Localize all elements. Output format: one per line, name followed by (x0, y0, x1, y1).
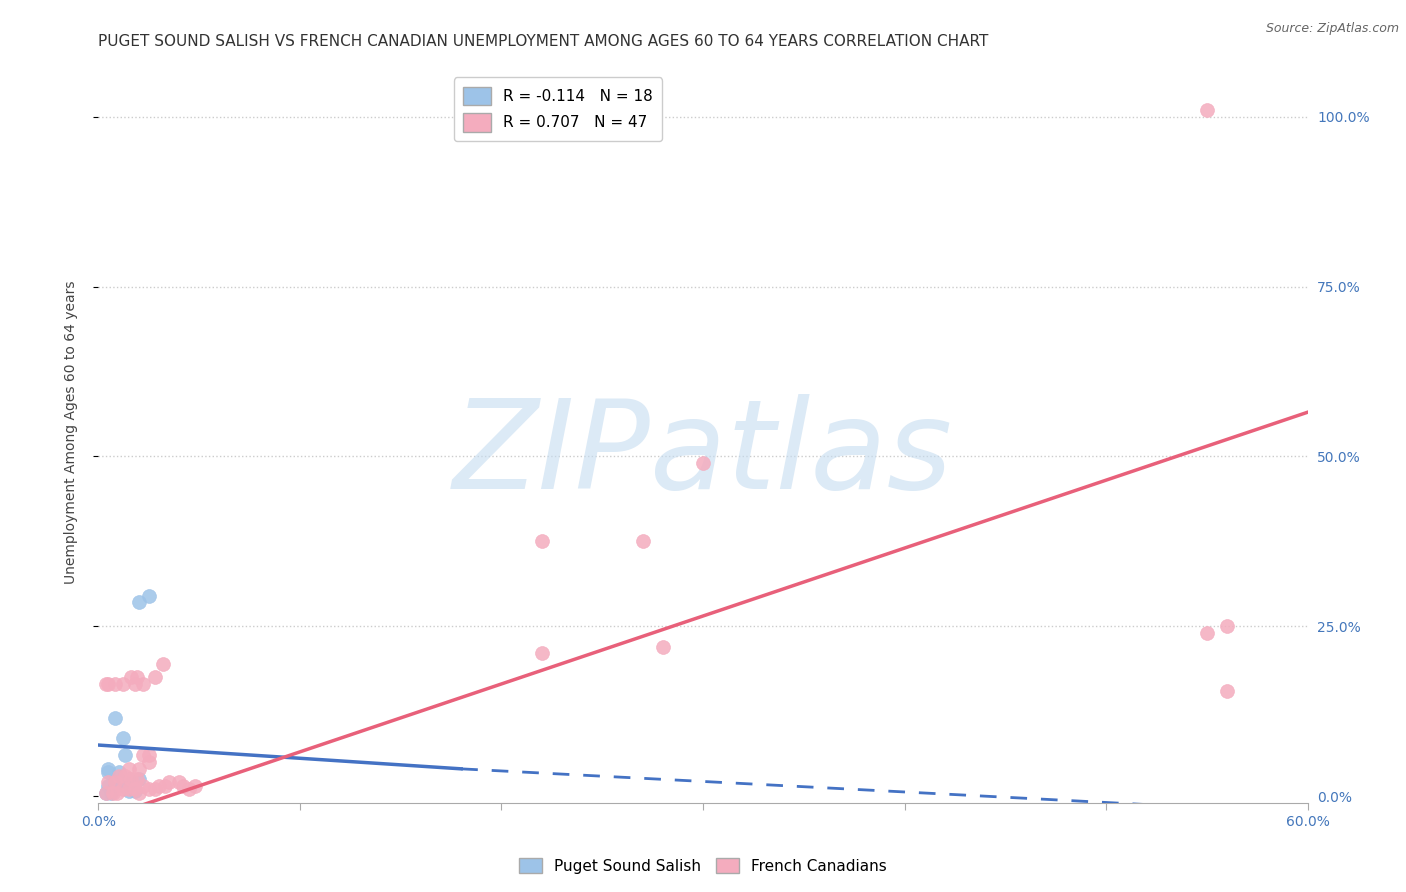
Point (132, 779, 155, 793)
Point (128, 772, 150, 786)
Legend: R = -0.114   N = 18, R = 0.707   N = 47: R = -0.114 N = 18, R = 0.707 N = 47 (454, 78, 662, 141)
Point (152, 657, 174, 671)
Point (1216, 683, 1239, 698)
Point (103, 711, 125, 725)
Point (101, 786, 124, 800)
Point (1216, 619, 1239, 633)
Point (148, 779, 170, 793)
Point (138, 589, 160, 603)
Point (111, 677, 134, 691)
Point (184, 779, 207, 793)
Point (1195, 103, 1218, 117)
Point (107, 765, 129, 780)
Point (530, 534, 553, 549)
Point (128, 762, 150, 776)
Point (138, 755, 160, 769)
Point (530, 646, 553, 660)
Point (172, 779, 194, 793)
Point (631, 534, 654, 549)
Point (120, 772, 142, 786)
Point (103, 775, 125, 789)
Legend: Puget Sound Salish, French Canadians: Puget Sound Salish, French Canadians (513, 852, 893, 880)
Point (118, 782, 141, 797)
Point (128, 786, 150, 800)
Point (132, 748, 155, 763)
Point (96, 786, 118, 800)
Point (111, 731, 134, 746)
Point (179, 782, 201, 797)
Point (153, 779, 176, 793)
Point (100, 786, 122, 800)
Point (651, 640, 673, 654)
Point (114, 769, 136, 783)
Point (125, 670, 148, 684)
Point (105, 786, 128, 800)
Point (97, 677, 120, 691)
Point (138, 748, 160, 763)
Point (120, 670, 142, 684)
Point (97, 775, 120, 789)
Point (103, 779, 125, 793)
Point (97, 779, 120, 793)
Point (107, 769, 129, 783)
Text: PUGET SOUND SALISH VS FRENCH CANADIAN UNEMPLOYMENT AMONG AGES 60 TO 64 YEARS COR: PUGET SOUND SALISH VS FRENCH CANADIAN UN… (98, 34, 988, 49)
Point (124, 783, 146, 797)
Point (125, 772, 148, 786)
Text: Source: ZipAtlas.com: Source: ZipAtlas.com (1265, 22, 1399, 36)
Point (692, 456, 714, 470)
Point (128, 595, 150, 609)
Point (118, 783, 141, 797)
Point (111, 779, 134, 793)
Point (111, 782, 134, 797)
Point (96, 677, 118, 691)
Point (167, 775, 190, 789)
Y-axis label: Unemployment Among Ages 60 to 64 years: Unemployment Among Ages 60 to 64 years (63, 281, 77, 584)
Point (118, 772, 141, 786)
Point (97, 765, 120, 780)
Point (138, 782, 160, 797)
Point (103, 775, 125, 789)
Point (118, 762, 141, 776)
Point (1195, 626, 1218, 640)
Point (143, 782, 166, 797)
Point (97, 762, 120, 776)
Point (143, 670, 166, 684)
Point (114, 748, 136, 763)
Point (124, 677, 146, 691)
Text: ZIPatlas: ZIPatlas (453, 394, 953, 516)
Point (132, 677, 155, 691)
Point (103, 677, 125, 691)
Point (157, 775, 180, 789)
Point (124, 782, 146, 797)
Point (96, 786, 118, 800)
